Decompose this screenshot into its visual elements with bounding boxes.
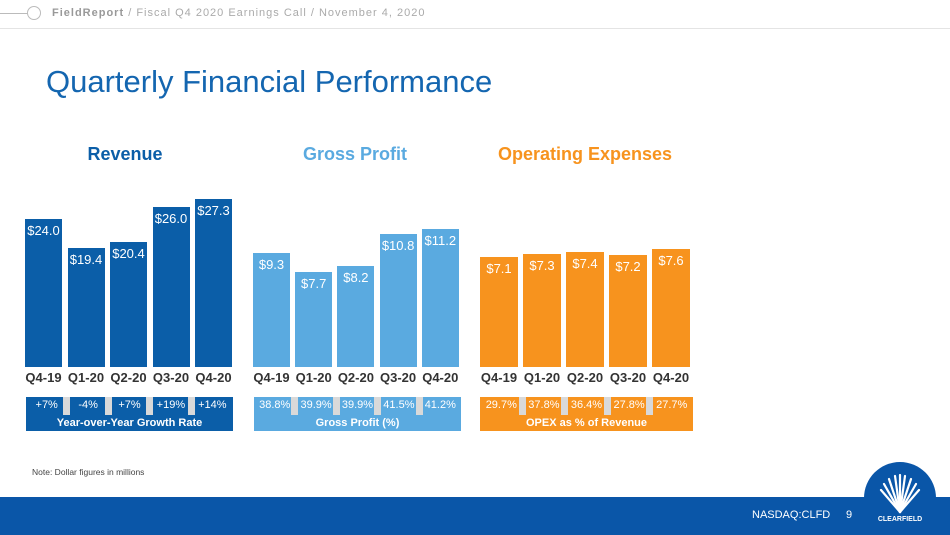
bar-label: $7.2 (615, 259, 641, 275)
category-label: Q1-20 (523, 370, 561, 385)
sub-metric-label: Gross Profit (%) (315, 417, 400, 429)
sub-metric-box: 29.7% 37.8% 36.4% 27.8% 27.7% OPEX as % of Re… (480, 397, 693, 431)
bar-label: $27.3 (197, 203, 230, 219)
bar: $24.0 (25, 219, 62, 367)
separator (187, 397, 195, 415)
ticker: NASDAQ:CLFD (752, 509, 831, 521)
category-label: Q2-20 (337, 370, 374, 385)
separator (603, 397, 611, 415)
separator (63, 397, 71, 415)
bar: $7.1 (480, 256, 518, 367)
sub-metric-value: 41.5% (383, 399, 415, 411)
category-label: Q4-20 (195, 370, 232, 385)
footer-bar (0, 497, 950, 535)
sub-metric-label: Year-over-Year Growth Rate (56, 417, 203, 429)
bar-label: $24.0 (27, 223, 60, 239)
page-title: Quarterly Financial Performance (46, 64, 493, 99)
sub-metric-box: 38.8% 39.9% 39.9% 41.5% 41.2% Gross Profit (%… (254, 397, 461, 431)
bar: $8.2 (337, 266, 375, 367)
bar: $19.4 (67, 247, 105, 367)
sub-metric-box: +7% -4% +7% +19% +14% Year-over-Year Growth R… (26, 397, 233, 431)
bar: $7.3 (523, 253, 561, 367)
chart-title: Gross Profit (302, 144, 408, 164)
category-label: Q4-19 (480, 370, 518, 385)
chart-title: Operating Expenses (497, 144, 673, 164)
bar-label: $7.4 (572, 256, 598, 272)
sub-metric-value: 39.9% (300, 399, 332, 411)
category-label: Q4-19 (253, 370, 290, 385)
header-line (0, 13, 28, 14)
category-label: Q4-20 (652, 370, 690, 385)
sub-metric-value: 29.7% (485, 399, 517, 411)
bar: $11.2 (421, 229, 459, 367)
separator (415, 397, 423, 415)
bar: $10.8 (379, 234, 417, 367)
sub-metric-value: 27.8% (613, 399, 645, 411)
bar-label: $20.4 (112, 245, 145, 261)
page-number: 9 (846, 509, 853, 521)
sub-metric-value: +14% (198, 399, 227, 411)
category-label: Q1-20 (295, 370, 332, 385)
bar-label: $11.2 (424, 233, 457, 249)
bar: $9.3 (253, 252, 290, 367)
separator (104, 397, 112, 415)
bar-label: $9.3 (258, 256, 285, 272)
bar-label: $7.7 (301, 276, 327, 292)
sub-metric-value: +7% (35, 399, 58, 411)
category-label: Q2-20 (566, 370, 604, 385)
separator (561, 397, 569, 415)
header-circle-icon (27, 6, 41, 20)
bar-label: $7.3 (529, 257, 555, 273)
logo-text: CLEARFIELD (877, 516, 923, 523)
note: Note: Dollar figures in millions (32, 467, 145, 477)
sub-metric-value: 38.8% (259, 399, 291, 411)
sub-metric-value: 39.9% (341, 399, 374, 411)
separator (646, 397, 654, 415)
bar: $7.4 (566, 252, 604, 367)
sub-metric-value: 36.4% (570, 399, 603, 411)
sub-metric-value: 37.8% (528, 399, 560, 411)
sub-metric-value: +7% (118, 399, 141, 411)
bar-label: $26.0 (154, 211, 188, 227)
bar-label: $10.8 (381, 238, 415, 254)
sub-metric-value: 27.7% (656, 399, 688, 411)
header-separator: / (128, 7, 133, 19)
bar: $7.2 (609, 255, 647, 367)
bar-label: $7.6 (658, 253, 684, 269)
chart-title: Revenue (87, 144, 163, 164)
header: FieldReport / Fiscal Q4 2020 Earnings Ca… (52, 7, 425, 19)
clearfield-logo: CLEARFIELD (864, 462, 936, 535)
sub-metric-label: OPEX as % of Revenue (525, 417, 648, 429)
bar-label: $7.1 (486, 260, 512, 276)
category-label: Q2-20 (110, 370, 147, 385)
category-label: Q4-20 (422, 370, 459, 385)
separator (291, 397, 299, 415)
bar: $26.0 (152, 207, 190, 367)
shell-icon (879, 473, 921, 514)
sub-metric-value: -4% (78, 399, 98, 411)
bar: $27.3 (195, 199, 232, 367)
separator (518, 397, 526, 415)
category-label: Q3-20 (380, 370, 417, 385)
category-label: Q1-20 (67, 370, 105, 385)
separator (146, 397, 154, 415)
bar-label: $8.2 (343, 270, 369, 286)
separator (374, 397, 382, 415)
separator (332, 397, 340, 415)
sub-metric-value: 41.2% (424, 399, 456, 411)
bar: $20.4 (110, 241, 147, 367)
bar: $7.7 (295, 272, 333, 367)
category-label: Q3-20 (609, 370, 647, 385)
bar: $7.6 (652, 249, 690, 367)
header-brand: FieldReport (52, 7, 125, 19)
header-divider (0, 28, 950, 29)
sub-metric-value: +19% (156, 399, 186, 411)
category-label: Q4-19 (25, 370, 62, 385)
bar-label: $19.4 (69, 251, 103, 267)
category-label: Q3-20 (152, 370, 190, 385)
header-subtitle: Fiscal Q4 2020 Earnings Call / November … (136, 7, 426, 19)
